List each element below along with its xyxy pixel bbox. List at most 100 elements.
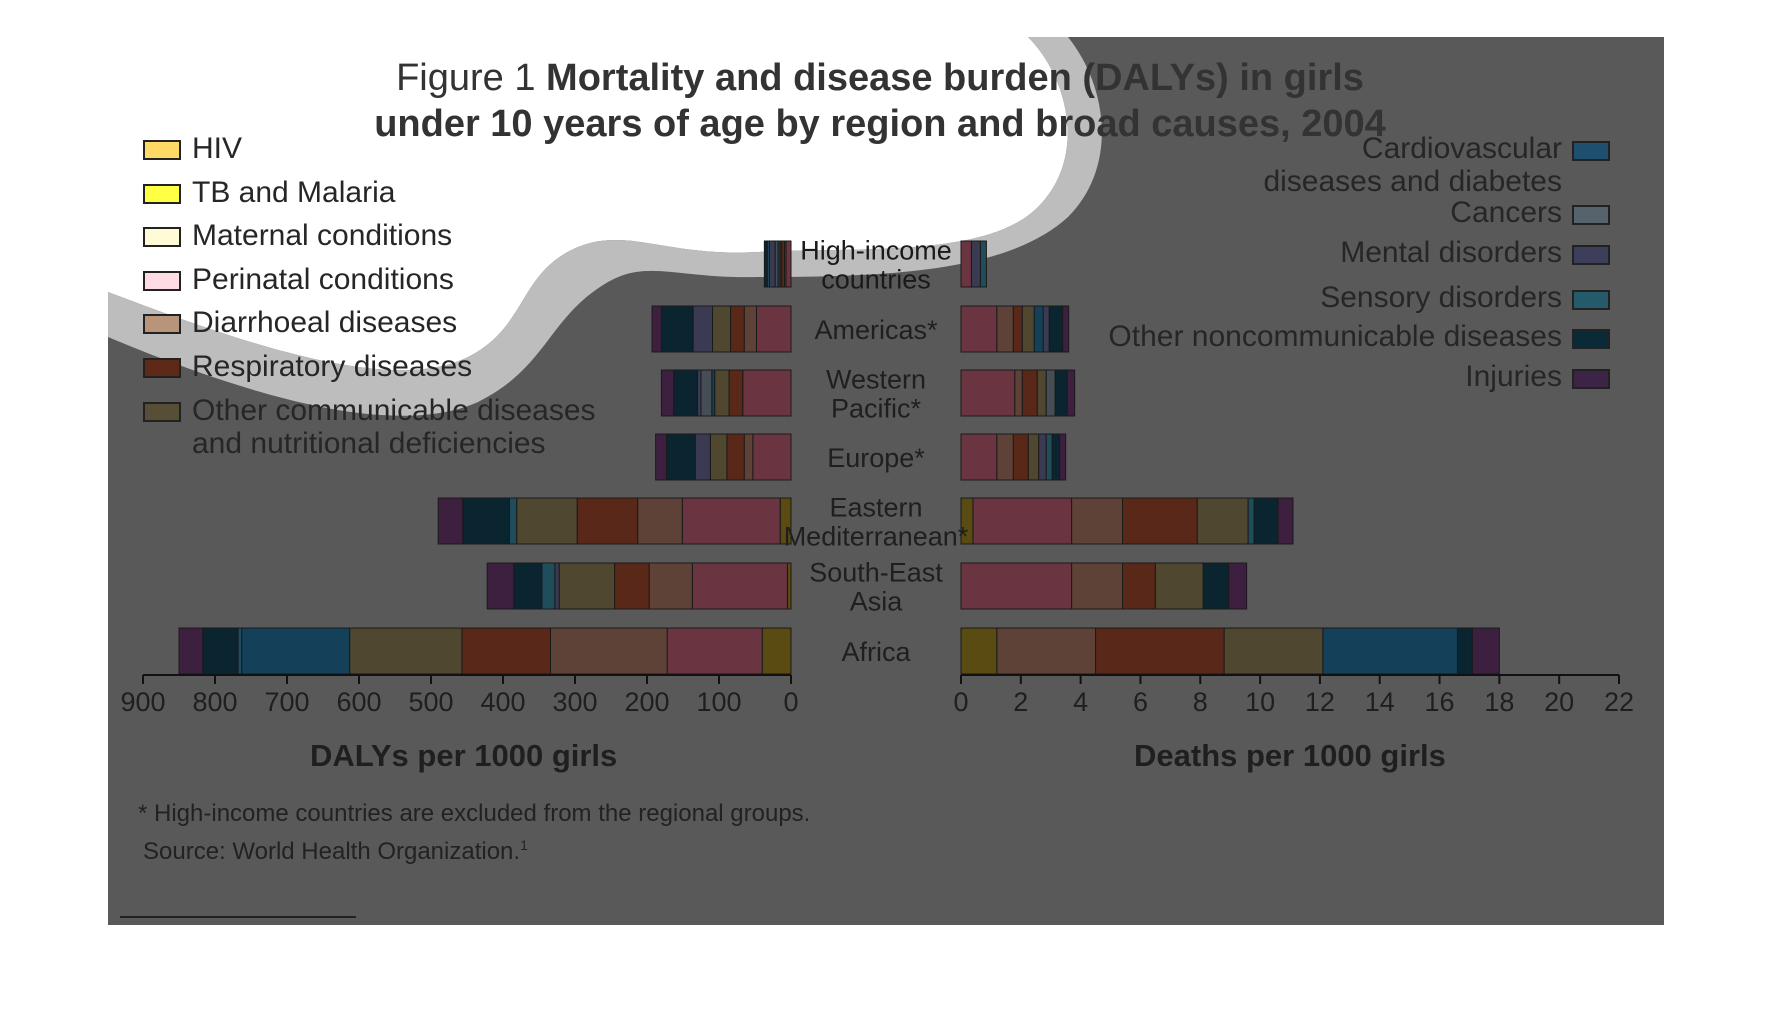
deaths-tick-label-9: 18 xyxy=(1484,687,1514,717)
dalys-bar-6-6 xyxy=(349,627,463,675)
dalys-tick-label-4: 500 xyxy=(408,687,453,717)
chart-title: Figure 1 Mortality and disease burden (D… xyxy=(360,55,1400,147)
legend-left-label-line1-5: Respiratory diseases xyxy=(192,350,473,383)
dalys-bar-1-4 xyxy=(743,305,757,353)
legend-left-label-3: Perinatal conditions xyxy=(192,263,454,296)
title-prefix: Figure 1 xyxy=(396,57,536,99)
dalys-bar-1-5 xyxy=(730,305,745,353)
region-label-1-0: Americas* xyxy=(814,315,938,345)
deaths-bar-4-4 xyxy=(1071,497,1124,545)
deaths-bar-5-12 xyxy=(1228,562,1248,610)
deaths-bar-1-7 xyxy=(1033,305,1044,353)
source-reference: 1 xyxy=(520,837,528,853)
legend-right-label-0: Cardiovascular diseases and diabetes xyxy=(1263,132,1562,198)
dalys-bar-2-11 xyxy=(673,369,698,417)
deaths-tick-label-5: 10 xyxy=(1245,687,1275,717)
deaths-bar-6-4 xyxy=(996,627,1097,675)
dalys-bar-1-11 xyxy=(660,305,694,353)
deaths-bar-2-11 xyxy=(1054,369,1068,417)
legend-right-label-4: Other noncommunicable diseases xyxy=(1108,320,1562,353)
dalys-bar-2-12 xyxy=(660,369,675,417)
dalys-bar-1-6 xyxy=(712,305,732,353)
dalys-bar-5-6 xyxy=(558,562,616,610)
deaths-bar-1-12 xyxy=(1062,305,1070,353)
legend-left-label-2: Maternal conditions xyxy=(192,219,452,252)
dalys-bar-4-10 xyxy=(508,497,518,545)
deaths-bar-0-10 xyxy=(979,240,987,288)
deaths-tick-label-3: 6 xyxy=(1133,687,1148,717)
deaths-bar-3-6 xyxy=(1027,433,1040,481)
deaths-bar-1-5 xyxy=(1012,305,1023,353)
legend-right-swatch-4 xyxy=(1572,329,1610,349)
dalys-bar-6-10 xyxy=(237,627,243,675)
legend-left-label-0: HIV xyxy=(192,132,242,165)
deaths-bar-6-11 xyxy=(1456,627,1473,675)
deaths-bar-6-12 xyxy=(1471,627,1500,675)
dalys-bar-5-5 xyxy=(614,562,650,610)
dalys-tick-label-6: 300 xyxy=(552,687,597,717)
dalys-bar-5-4 xyxy=(648,562,693,610)
deaths-tick-label-1: 2 xyxy=(1013,687,1028,717)
deaths-bar-3-11 xyxy=(1051,433,1061,481)
deaths-bar-1-9 xyxy=(1042,305,1050,353)
legend-left-swatch-2 xyxy=(143,227,181,248)
legend-right-label-5: Injuries xyxy=(1465,360,1562,393)
dalys-bar-5-9 xyxy=(554,562,560,610)
legend-left-label-6: Other communicable diseases and nutrition… xyxy=(192,394,596,460)
legend-right-label-3: Sensory disorders xyxy=(1320,281,1562,314)
deaths-bar-6-1 xyxy=(960,627,998,675)
legend-right-swatch-0 xyxy=(1572,141,1610,161)
deaths-bar-4-11 xyxy=(1253,497,1279,545)
dalys-bar-3-11 xyxy=(665,433,696,481)
deaths-axis-title: Deaths per 1000 girls xyxy=(1134,738,1446,773)
deaths-tick-label-2: 4 xyxy=(1073,687,1088,717)
dalys-bar-6-4 xyxy=(550,627,668,675)
deaths-bar-4-12 xyxy=(1277,497,1294,545)
dalys-bar-2-9 xyxy=(696,369,702,417)
legend-left-label-line2-6: and nutritional deficiencies xyxy=(192,426,546,460)
deaths-bar-4-10 xyxy=(1247,497,1255,545)
deaths-bar-2-6 xyxy=(1036,369,1047,417)
deaths-bar-5-4 xyxy=(1071,562,1124,610)
deaths-bar-4-5 xyxy=(1122,497,1198,545)
region-label-3-0: Europe* xyxy=(827,443,925,473)
legend-right-swatch-5 xyxy=(1572,369,1610,389)
legend-left-label-line1-6: Other communicable diseases xyxy=(192,393,596,427)
deaths-bar-0-3 xyxy=(960,240,972,288)
deaths-bar-3-10 xyxy=(1045,433,1053,481)
title-line1: Mortality and disease burden (DALYs) in … xyxy=(546,57,1364,99)
region-label-5-0: South-East xyxy=(809,558,943,588)
deaths-tick-label-6: 12 xyxy=(1305,687,1335,717)
legend-left-label-5: Respiratory diseases xyxy=(192,350,472,383)
dalys-tick-label-1: 800 xyxy=(192,687,237,717)
legend-left-label-line1-0: HIV xyxy=(192,132,243,165)
region-label-6-0: Africa xyxy=(841,637,911,667)
decorative-wave-band xyxy=(108,37,1102,416)
dalys-bar-3-9 xyxy=(694,433,711,481)
legend-left-swatch-4 xyxy=(143,314,181,335)
dalys-bar-3-3 xyxy=(752,433,792,481)
deaths-bar-1-4 xyxy=(996,305,1014,353)
deaths-bar-2-5 xyxy=(1021,369,1038,417)
deaths-tick-label-4: 8 xyxy=(1193,687,1208,717)
dalys-bar-2-5 xyxy=(728,369,744,417)
dalys-bar-4-11 xyxy=(462,497,510,545)
legend-right-swatch-3 xyxy=(1572,290,1610,310)
legend-left-label-line1-4: Diarrhoeal diseases xyxy=(192,306,458,340)
footnote: * High-income countries are excluded fro… xyxy=(138,800,811,827)
deaths-bar-2-4 xyxy=(1014,369,1023,417)
legend-right-label-line1-4: Other noncommunicable diseases xyxy=(1108,320,1562,353)
dalys-bar-5-12 xyxy=(486,562,515,610)
deaths-bar-3-3 xyxy=(960,433,998,481)
deaths-bar-3-5 xyxy=(1012,433,1029,481)
legend-left-label-1: TB and Malaria xyxy=(192,176,395,209)
deaths-bar-2-8 xyxy=(1045,369,1056,417)
deaths-bar-4-6 xyxy=(1196,497,1249,545)
deaths-bar-4-3 xyxy=(972,497,1073,545)
dalys-bar-0-3 xyxy=(785,240,792,288)
title-line2: under 10 years of age by region and broa… xyxy=(374,103,1386,145)
legend-left-label-4: Diarrhoeal diseases xyxy=(192,306,457,339)
legend-left-label-line1-2: Maternal conditions xyxy=(192,219,453,253)
deaths-bar-6-5 xyxy=(1095,627,1225,675)
dalys-bar-6-7 xyxy=(241,627,351,675)
